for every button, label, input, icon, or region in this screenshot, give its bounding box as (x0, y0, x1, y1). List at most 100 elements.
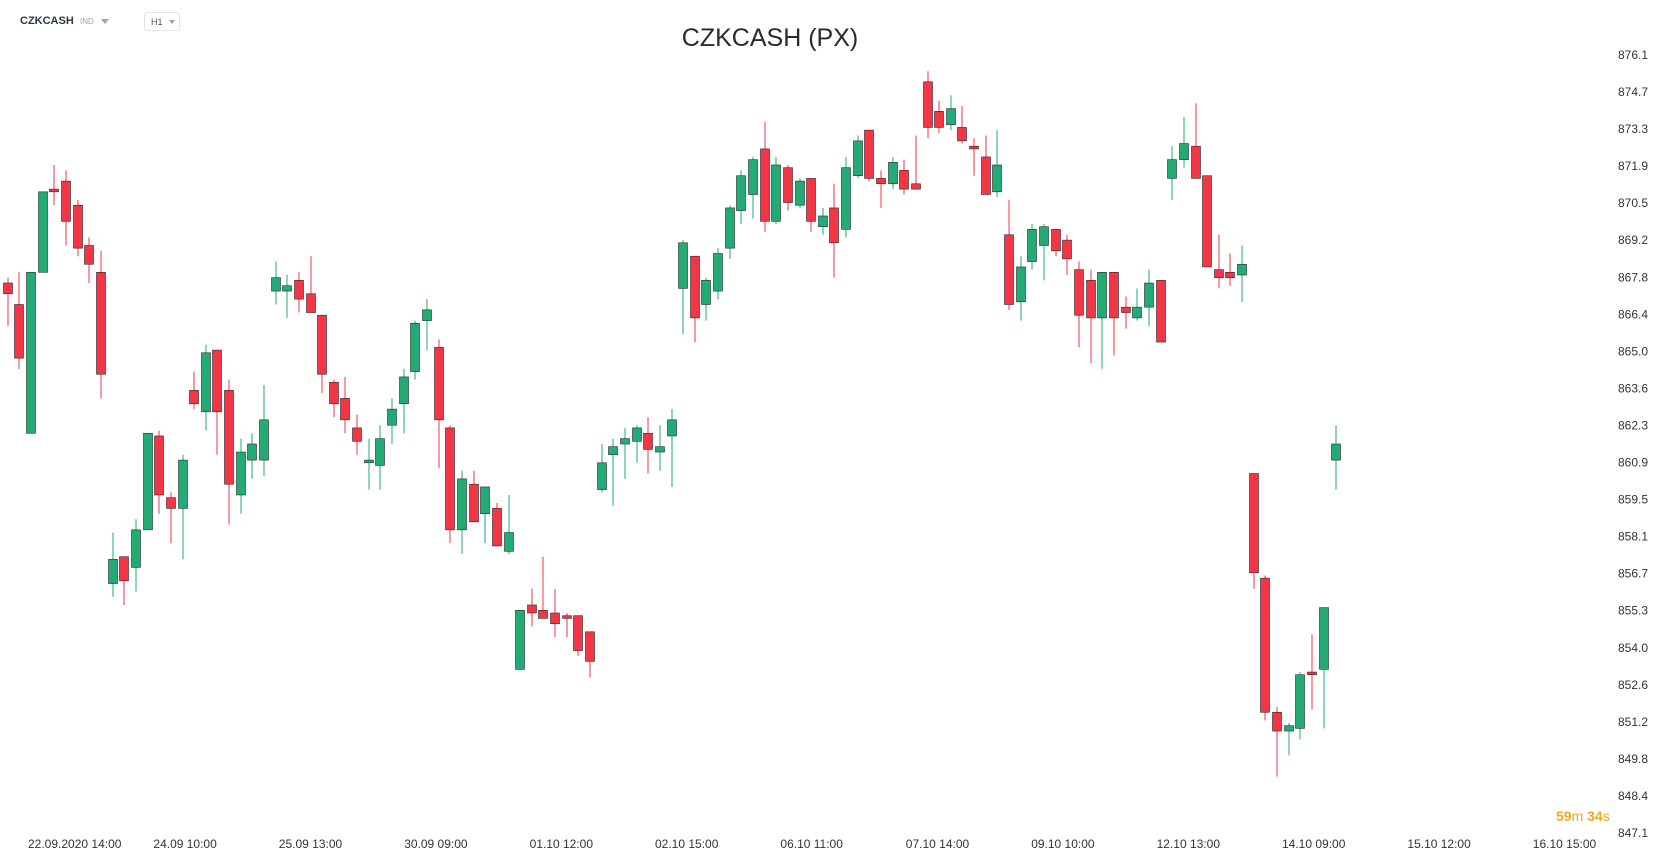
candle[interactable] (515, 610, 525, 670)
candle[interactable] (166, 492, 176, 544)
candle[interactable] (26, 272, 36, 434)
candle[interactable] (585, 631, 595, 678)
candle[interactable] (946, 95, 956, 131)
candle[interactable] (853, 135, 863, 179)
candle[interactable] (795, 178, 805, 208)
candle[interactable] (329, 379, 339, 418)
candle[interactable] (713, 248, 723, 300)
candle[interactable] (1179, 116, 1189, 168)
candle[interactable] (736, 170, 746, 225)
symbol-dropdown-chevron-icon[interactable] (101, 19, 109, 24)
candle[interactable] (678, 240, 688, 335)
candle[interactable] (771, 156, 781, 225)
candle[interactable] (306, 256, 316, 313)
candle[interactable] (783, 164, 793, 211)
candle[interactable] (911, 135, 921, 190)
candle[interactable] (445, 425, 455, 544)
candle[interactable] (480, 486, 490, 544)
candle[interactable] (899, 159, 909, 195)
candle[interactable] (818, 207, 828, 235)
candle[interactable] (352, 414, 362, 455)
candle[interactable] (178, 454, 188, 560)
candle[interactable] (690, 255, 700, 343)
candle[interactable] (108, 532, 118, 597)
candle[interactable] (294, 272, 304, 313)
candle[interactable] (364, 438, 374, 490)
candle[interactable] (1237, 245, 1247, 302)
candle[interactable] (212, 349, 222, 455)
candle[interactable] (84, 237, 94, 284)
candle[interactable] (399, 368, 409, 434)
candle[interactable] (38, 191, 48, 273)
candle[interactable] (620, 427, 630, 479)
candle[interactable] (1191, 103, 1201, 179)
candle[interactable] (317, 314, 327, 394)
candle[interactable] (806, 178, 816, 233)
candle[interactable] (527, 588, 537, 627)
candle[interactable] (492, 503, 502, 547)
candle[interactable] (1027, 224, 1037, 270)
candle[interactable] (457, 470, 467, 554)
candle[interactable] (504, 494, 514, 554)
candle[interactable] (1016, 256, 1026, 321)
candle[interactable] (189, 371, 199, 410)
candle[interactable] (1132, 288, 1142, 321)
candle[interactable] (538, 556, 548, 619)
candle[interactable] (1167, 146, 1177, 200)
candle[interactable] (154, 430, 164, 514)
candle[interactable] (760, 122, 770, 233)
candle[interactable] (748, 156, 758, 219)
candle[interactable] (131, 519, 141, 592)
candle[interactable] (1109, 272, 1119, 356)
candle[interactable] (550, 588, 560, 638)
candle[interactable] (119, 556, 129, 605)
candle[interactable] (247, 433, 257, 479)
candle[interactable] (387, 398, 397, 444)
candle[interactable] (201, 344, 211, 431)
candle[interactable] (1086, 269, 1096, 364)
candle[interactable] (876, 170, 886, 208)
candle[interactable] (271, 261, 281, 305)
candle[interactable] (1295, 672, 1305, 740)
candle[interactable] (1202, 175, 1212, 268)
candle[interactable] (632, 425, 642, 463)
candle[interactable] (1260, 575, 1270, 721)
candle[interactable] (96, 250, 106, 399)
candle[interactable] (340, 376, 350, 434)
candle[interactable] (469, 470, 479, 523)
candle[interactable] (573, 615, 583, 656)
candle[interactable] (562, 613, 572, 638)
candle[interactable] (143, 432, 153, 531)
candle[interactable] (61, 170, 71, 246)
candle[interactable] (282, 274, 292, 318)
candle[interactable] (3, 277, 13, 326)
candle[interactable] (1074, 261, 1084, 348)
candle[interactable] (992, 130, 1002, 198)
candle[interactable] (701, 277, 711, 321)
candle[interactable] (888, 156, 898, 190)
candle[interactable] (410, 320, 420, 380)
candle[interactable] (73, 199, 83, 257)
candle[interactable] (1156, 280, 1166, 343)
candle[interactable] (1097, 272, 1107, 369)
candle[interactable] (1214, 234, 1224, 289)
candle[interactable] (1121, 296, 1131, 329)
symbol-name[interactable]: CZKCASH (20, 15, 74, 27)
candle[interactable] (422, 299, 432, 351)
candle[interactable] (934, 100, 944, 133)
candle[interactable] (375, 425, 385, 490)
candle[interactable] (434, 339, 444, 469)
candle[interactable] (864, 129, 874, 182)
candle[interactable] (957, 105, 967, 144)
candle[interactable] (655, 425, 665, 471)
candle[interactable] (829, 183, 839, 278)
candle[interactable] (14, 272, 24, 369)
candle[interactable] (923, 71, 933, 139)
candle[interactable] (597, 444, 607, 493)
candle[interactable] (725, 205, 735, 259)
candle[interactable] (1051, 229, 1061, 257)
candle[interactable] (1062, 234, 1072, 275)
candle[interactable] (1144, 269, 1154, 326)
candle[interactable] (1249, 473, 1259, 589)
